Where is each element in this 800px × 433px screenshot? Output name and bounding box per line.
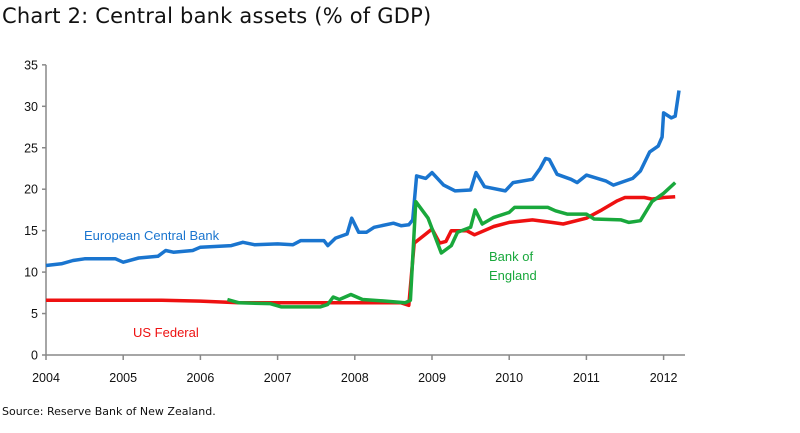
x-tick-label: 2012 — [650, 371, 678, 385]
series-line-european-central-bank — [45, 90, 681, 268]
annotation-us-federal: US Federal — [133, 325, 199, 340]
y-tick-label: 35 — [24, 58, 38, 72]
y-tick-label: 0 — [31, 349, 38, 363]
y-tick-label: 10 — [24, 266, 38, 280]
x-tick-label: 2006 — [186, 371, 214, 385]
y-tick-label: 20 — [24, 183, 38, 197]
x-tick-label: 2005 — [109, 371, 137, 385]
x-tick-label: 2010 — [495, 371, 523, 385]
x-tick-label: 2008 — [341, 371, 369, 385]
y-tick-label: 15 — [24, 224, 38, 238]
y-tick-label: 5 — [31, 307, 38, 321]
annotation-ecb: European Central Bank — [84, 228, 220, 243]
y-tick-label: 30 — [24, 100, 38, 114]
x-tick-label: 2009 — [418, 371, 446, 385]
x-tick-label: 2011 — [573, 371, 600, 385]
y-tick-label: 25 — [24, 141, 38, 155]
series-line-bank-of-england — [226, 181, 677, 309]
annotation-boe-line1: Bank of — [489, 249, 533, 264]
x-tick-label: 2004 — [32, 371, 60, 385]
axes: 0 5 10 15 20 25 30 35 2004 2005 2006 2007 2008 2009 20… — [24, 58, 685, 385]
x-tick-label: 2007 — [264, 371, 292, 385]
chart-title: Chart 2: Central bank assets (% of GDP) — [2, 4, 432, 28]
series-lines — [45, 90, 681, 309]
source-note: Source: Reserve Bank of New Zealand. — [2, 405, 216, 418]
annotation-boe-line2: England — [489, 268, 537, 283]
